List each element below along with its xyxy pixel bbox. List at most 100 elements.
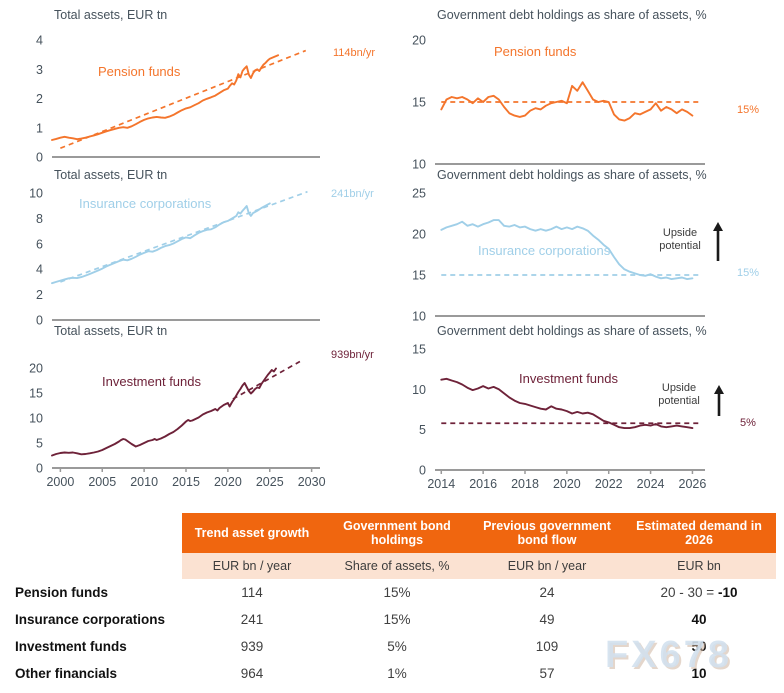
svg-text:10: 10	[412, 383, 426, 397]
cell-insurance-flow: 49	[539, 612, 555, 627]
cell-insurance-trend: 241	[240, 612, 264, 627]
svg-text:15: 15	[412, 96, 426, 110]
svg-text:10: 10	[412, 158, 426, 172]
svg-text:5: 5	[36, 437, 43, 451]
svg-text:2016: 2016	[469, 477, 497, 491]
dashed-level-label-investment: 5%	[740, 417, 756, 429]
svg-text:2000: 2000	[46, 475, 74, 489]
demand-calculation-prefix: 20 - 30 =	[660, 585, 718, 600]
chart-title-insurance-assets: Total assets, EUR tn	[54, 168, 168, 182]
row-label-insurance-corporations: Insurance corporations	[15, 612, 166, 627]
chart-investment-share: 0 5 10 15 2014 2016 2018 2020 2022 2024 2026	[412, 343, 724, 491]
chart-title-investment-assets: Total assets, EUR tn	[54, 324, 168, 338]
trend-annotation-insurance: 241bn/yr	[331, 188, 374, 200]
svg-text:2014: 2014	[427, 477, 455, 491]
series-label-insurance-corporations: Insurance corporations	[79, 196, 212, 211]
svg-text:6: 6	[36, 237, 43, 251]
col-header-government-bond-holdings: Government bond holdings	[322, 513, 472, 553]
chart-title-pension-share: Government debt holdings as share of ass…	[437, 8, 707, 22]
svg-text:0: 0	[36, 462, 43, 476]
chart-insurance-share: 10 15 20 25	[412, 187, 723, 324]
svg-text:2010: 2010	[130, 475, 158, 489]
svg-text:2025: 2025	[256, 475, 284, 489]
svg-text:2: 2	[36, 288, 43, 302]
col-subheader-trend-units: EUR bn / year	[182, 553, 322, 579]
col-subheader-flow-units: EUR bn / year	[472, 553, 622, 579]
summary-table: Trend asset growth Government bond holdi…	[0, 513, 776, 687]
svg-text:0: 0	[36, 314, 43, 328]
svg-text:20: 20	[29, 362, 43, 376]
upside-arrow-icon	[714, 385, 724, 394]
upside-arrow-icon	[713, 222, 723, 231]
svg-text:2005: 2005	[88, 475, 116, 489]
row-label-other-financials: Other financials	[15, 666, 118, 681]
series-label-insurance-share: Insurance corporations	[478, 243, 611, 258]
cell-other-trend: 964	[240, 666, 264, 681]
svg-text:8: 8	[36, 212, 43, 226]
cell-investment-trend: 939	[240, 639, 264, 654]
col-header-trend-asset-growth: Trend asset growth	[182, 513, 322, 553]
watermark: FX678	[605, 634, 732, 676]
trend-annotation-investment: 939bn/yr	[331, 349, 374, 361]
svg-text:4: 4	[36, 263, 43, 277]
row-label-investment-funds: Investment funds	[15, 639, 127, 654]
svg-text:1: 1	[36, 121, 43, 135]
col-subheader-holdings-units: Share of assets, %	[322, 553, 472, 579]
svg-text:2030: 2030	[298, 475, 326, 489]
upside-potential-note-investment: Upside potential	[658, 382, 700, 408]
cell-investment-holdings: 5%	[387, 639, 407, 654]
svg-text:2020: 2020	[553, 477, 581, 491]
svg-text:20: 20	[412, 228, 426, 242]
cell-insurance-demand: 40	[691, 612, 707, 627]
chart-investment-assets: 0 5 10 15 20 2000 2005 2010 2015 2020 2025 2030	[29, 360, 326, 489]
chart-title-pension-assets: Total assets, EUR tn	[54, 8, 168, 22]
table-corner-spacer	[0, 513, 182, 553]
cell-other-demand: 10	[691, 666, 707, 681]
svg-text:4: 4	[36, 34, 43, 48]
svg-text:3: 3	[36, 63, 43, 77]
chart-insurance-assets: 0 2 4 6 8 10	[29, 187, 320, 328]
svg-text:2015: 2015	[172, 475, 200, 489]
cell-pension-trend: 114	[241, 585, 263, 600]
cell-other-flow: 57	[539, 666, 555, 681]
cell-investment-demand: 50	[691, 639, 707, 654]
series-label-pension-funds-share: Pension funds	[494, 44, 577, 59]
chart-title-investment-share: Government debt holdings as share of ass…	[437, 324, 707, 338]
chart-pension-share: 10 15 20	[412, 34, 705, 172]
svg-text:2018: 2018	[511, 477, 539, 491]
col-header-estimated-demand: Estimated demand in 2026	[622, 513, 776, 553]
series-label-pension-funds: Pension funds	[98, 64, 181, 79]
svg-text:15: 15	[29, 387, 43, 401]
chart-title-insurance-share: Government debt holdings as share of ass…	[437, 168, 707, 182]
svg-text:0: 0	[36, 151, 43, 165]
svg-text:5: 5	[419, 423, 426, 437]
svg-text:2: 2	[36, 92, 43, 106]
dashed-level-label-insurance: 15%	[737, 267, 760, 279]
svg-text:0: 0	[419, 464, 426, 478]
svg-text:10: 10	[412, 310, 426, 324]
svg-text:15: 15	[412, 343, 426, 357]
cell-pension-flow: 24	[539, 585, 555, 600]
svg-text:10: 10	[29, 187, 43, 201]
svg-text:20: 20	[412, 34, 426, 48]
svg-text:2026: 2026	[679, 477, 707, 491]
demand-value: -10	[717, 585, 738, 600]
col-subheader-demand-units: EUR bn	[622, 553, 776, 579]
cell-insurance-holdings: 15%	[383, 612, 411, 627]
svg-text:10: 10	[29, 412, 43, 426]
table-subheader-spacer	[0, 553, 182, 579]
svg-text:2024: 2024	[637, 477, 665, 491]
col-header-previous-bond-flow: Previous government bond flow	[472, 513, 622, 553]
svg-text:2022: 2022	[595, 477, 623, 491]
cell-pension-holdings: 15%	[383, 585, 411, 600]
upside-potential-note-insurance: Upside potential	[659, 227, 701, 253]
cell-other-holdings: 1%	[387, 666, 407, 681]
chart-pension-assets: 0 1 2 3 4	[36, 34, 320, 165]
cell-investment-flow: 109	[535, 639, 559, 654]
row-label-pension-funds: Pension funds	[15, 585, 109, 600]
svg-text:15: 15	[412, 269, 426, 283]
svg-text:25: 25	[412, 187, 426, 201]
series-label-investment-share: Investment funds	[519, 371, 618, 386]
